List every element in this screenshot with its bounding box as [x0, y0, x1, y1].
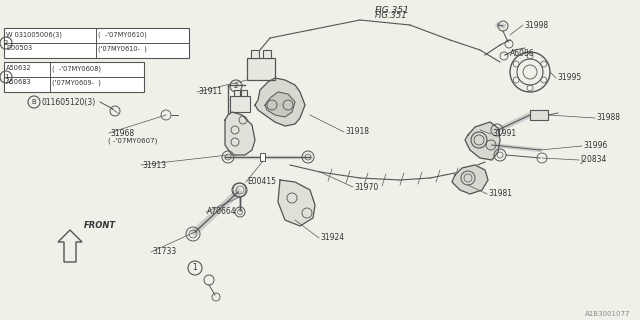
Bar — [247, 58, 275, 80]
Text: ('07MY0609-  ): ('07MY0609- ) — [52, 79, 101, 85]
Text: (  -'07MY0608): ( -'07MY0608) — [52, 65, 101, 71]
Text: 31911: 31911 — [198, 87, 222, 97]
Bar — [251, 50, 259, 58]
Text: E00415: E00415 — [247, 178, 276, 187]
Text: ( -'07MY0607): ( -'07MY0607) — [108, 138, 157, 144]
Text: 31981: 31981 — [488, 189, 512, 198]
Text: 31998: 31998 — [524, 20, 548, 29]
Text: W 031005006(3): W 031005006(3) — [6, 31, 62, 37]
Bar — [4, 62, 144, 92]
Text: A70664: A70664 — [207, 207, 237, 217]
Text: FIG.351: FIG.351 — [375, 6, 410, 15]
Text: 31995: 31995 — [557, 74, 581, 83]
Text: 31968: 31968 — [110, 129, 134, 138]
Text: A1B3001077: A1B3001077 — [584, 311, 630, 317]
Text: FRONT: FRONT — [84, 221, 116, 230]
Text: (  -'07MY0610): ( -'07MY0610) — [98, 31, 147, 37]
Text: 011605120(3): 011605120(3) — [42, 98, 96, 107]
Bar — [230, 96, 250, 112]
Text: FIG.351: FIG.351 — [375, 11, 408, 20]
Polygon shape — [265, 92, 295, 117]
Text: B: B — [31, 99, 36, 105]
Polygon shape — [452, 165, 488, 194]
Polygon shape — [465, 122, 500, 160]
Text: 31913: 31913 — [142, 161, 166, 170]
Polygon shape — [255, 78, 305, 126]
Polygon shape — [278, 180, 315, 226]
Bar — [260, 153, 265, 161]
Bar — [241, 90, 247, 96]
Bar — [234, 90, 240, 96]
Text: 1: 1 — [193, 263, 197, 273]
Text: 31988: 31988 — [596, 114, 620, 123]
Text: A50632: A50632 — [6, 65, 31, 71]
Text: 31970: 31970 — [354, 182, 378, 191]
Bar — [530, 110, 548, 120]
Text: 31733: 31733 — [152, 247, 176, 257]
Text: 31996: 31996 — [583, 141, 607, 150]
Text: 2: 2 — [4, 40, 8, 46]
Text: 31991: 31991 — [492, 130, 516, 139]
Bar — [4, 28, 189, 58]
Text: 31918: 31918 — [345, 127, 369, 137]
Text: A50683: A50683 — [6, 79, 31, 85]
Text: 31924: 31924 — [320, 234, 344, 243]
Bar — [263, 50, 271, 58]
Text: 2: 2 — [234, 83, 238, 89]
Text: ('07MY0610-  ): ('07MY0610- ) — [98, 45, 147, 52]
Text: A6086: A6086 — [510, 50, 534, 59]
Text: 1: 1 — [4, 74, 8, 80]
Text: J20834: J20834 — [580, 156, 606, 164]
Polygon shape — [225, 112, 255, 155]
Text: D00503: D00503 — [6, 45, 32, 51]
